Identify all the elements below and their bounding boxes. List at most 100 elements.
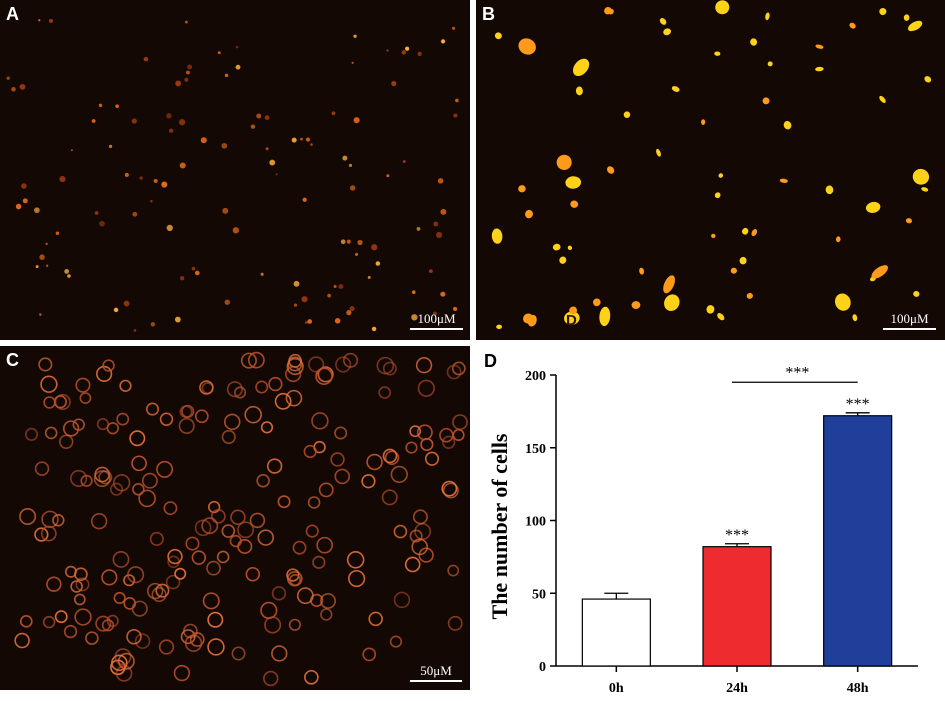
fluorescent-cell-dot <box>235 64 241 70</box>
y-tick-label: 200 <box>525 369 546 384</box>
fluorescent-cell-blob <box>742 227 749 235</box>
cell-ring <box>53 395 67 409</box>
fluorescent-cell-blob <box>575 86 583 96</box>
fluorescent-cell-dot <box>260 272 264 276</box>
fluorescent-cell-dot <box>331 111 336 116</box>
cell-ring <box>163 501 178 516</box>
cell-ring <box>115 665 133 682</box>
cell-ring <box>19 614 33 628</box>
cell-ring <box>24 427 39 441</box>
fluorescent-cell-dot <box>94 211 99 215</box>
fluorescent-cell-dot <box>293 280 300 287</box>
fluorescent-cell-dot <box>354 252 359 256</box>
fluorescent-cell-dot <box>59 176 66 183</box>
cell-ring <box>451 361 466 376</box>
fluorescent-cell-dot <box>436 231 443 238</box>
cell-ring <box>216 550 230 564</box>
cell-ring <box>123 597 137 610</box>
fluorescent-cell-dot <box>310 143 313 146</box>
fluorescent-cell-dot <box>265 147 269 151</box>
fluorescent-cell-blob <box>715 0 730 15</box>
cell-ring <box>96 365 113 382</box>
fluorescent-cell-dot <box>451 26 456 30</box>
fluorescent-cell-dot <box>264 115 270 120</box>
bar-chart-d: 0 50 100 150 200 The number of cells 0h 24h *** 4… <box>487 364 918 696</box>
fluorescent-cell-blob <box>527 314 537 327</box>
cell-ring <box>191 550 207 565</box>
fluorescent-cell-blob <box>663 275 675 294</box>
cell-ring <box>207 638 225 656</box>
scale-bar-c: 50μM <box>410 663 462 682</box>
y-tick-label: 50 <box>532 587 546 602</box>
fluorescent-cell-dot <box>333 284 337 288</box>
fluorescent-cell-blob <box>714 51 721 56</box>
cell-ring <box>442 482 459 499</box>
cell-ring <box>19 508 37 525</box>
micrograph-c-image <box>14 351 468 687</box>
y-axis-label: The number of cells <box>487 433 512 619</box>
fluorescent-cell-dot <box>455 98 459 103</box>
fluorescent-cell-dot <box>15 203 22 210</box>
cell-ring <box>127 566 145 584</box>
cell-ring <box>234 386 247 399</box>
fluorescent-cell-blob <box>701 119 706 126</box>
cell-ring <box>155 583 170 598</box>
fluorescent-cell-blob <box>751 229 758 237</box>
cell-ring <box>292 540 307 555</box>
fluorescent-cell-blob <box>659 17 667 25</box>
fluorescent-cell-dot <box>349 306 355 312</box>
fluorescent-cell-dot <box>39 254 45 260</box>
fluorescent-cell-blob <box>730 267 737 274</box>
fluorescent-cell-dot <box>35 265 39 269</box>
fluorescent-cell-dot <box>187 64 193 70</box>
fluorescent-cell-dot <box>179 162 186 169</box>
cell-ring <box>330 452 345 467</box>
cell-ring <box>335 356 352 373</box>
fluorescent-cell-blob <box>924 76 932 83</box>
cell-ring <box>384 450 400 465</box>
fluorescent-cell-dot <box>304 321 308 324</box>
fluorescent-cell-dot <box>166 113 172 119</box>
cell-ring <box>98 470 113 485</box>
fluorescent-cell-dot <box>411 314 418 321</box>
y-tick-label: 100 <box>525 515 546 530</box>
cell-ring <box>73 593 86 606</box>
cell-ring <box>149 531 164 546</box>
cell-ring <box>116 412 130 426</box>
y-tick-label: 150 <box>525 442 546 457</box>
cell-ring <box>185 536 200 551</box>
cell-ring <box>194 409 209 424</box>
cell-ring <box>249 512 266 529</box>
fluorescent-cell-blob <box>815 66 824 72</box>
cell-ring <box>43 396 56 409</box>
fluorescent-cell-dot <box>11 86 16 92</box>
cell-ring <box>271 645 288 662</box>
bar-48h <box>823 415 893 667</box>
fluorescent-cell-dot <box>115 104 119 108</box>
cell-ring <box>95 615 112 632</box>
fluorescent-cell-dot <box>178 119 186 126</box>
fluorescent-cell-blob <box>865 201 881 213</box>
fluorescent-cell-blob <box>905 218 912 224</box>
fluorescent-cell-dot <box>346 310 352 316</box>
fluorescent-cell-blob <box>879 95 886 103</box>
cell-ring <box>368 611 383 627</box>
cell-ring <box>199 380 214 395</box>
cell-ring <box>123 574 136 587</box>
fluorescent-cell-dot <box>351 61 354 64</box>
fluorescent-cell-dot <box>348 163 353 168</box>
fluorescent-cell-dot <box>55 231 60 235</box>
fluorescent-cell-dot <box>349 185 356 191</box>
fluorescent-cell-dot <box>64 268 70 274</box>
fluorescent-cell-dot <box>150 322 156 327</box>
cell-ring <box>42 615 56 629</box>
cell-ring <box>52 514 65 527</box>
fluorescent-cell-dot <box>161 181 168 188</box>
fluorescent-cell-dot <box>22 198 28 204</box>
scale-bar-b-line <box>883 328 936 330</box>
cell-ring <box>381 489 398 506</box>
y-tick-label: 0 <box>539 660 546 675</box>
cell-ring <box>74 608 92 626</box>
cell-ring <box>447 615 463 631</box>
cell-ring <box>129 430 146 447</box>
